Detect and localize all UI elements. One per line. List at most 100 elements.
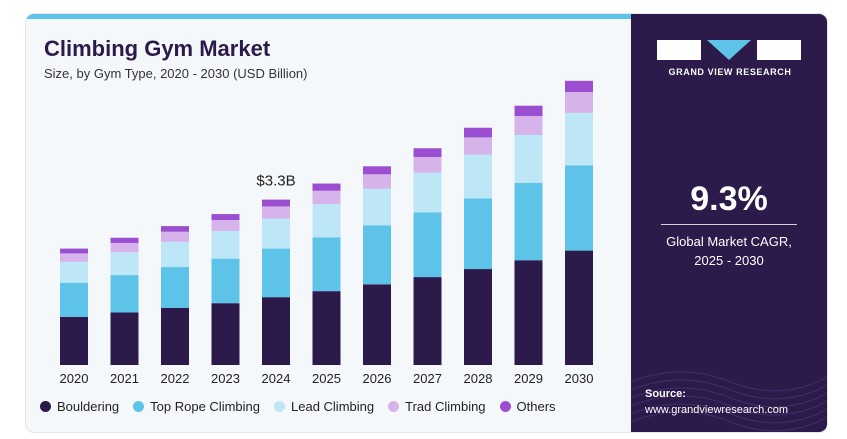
bar-2023-top-rope-climbing xyxy=(211,258,240,304)
bar-2030-bouldering xyxy=(565,250,593,365)
bar-2027-others xyxy=(413,148,442,158)
legend-label: Others xyxy=(516,399,556,414)
source-label: Source: xyxy=(645,388,686,400)
bar-2025-lead-climbing xyxy=(312,204,341,238)
bar-2022-bouldering xyxy=(161,307,189,365)
bar-2030-trad-climbing xyxy=(565,92,593,113)
brand-name: GRAND VIEW RESEARCH xyxy=(668,67,792,77)
source-link[interactable]: www.grandviewresearch.com xyxy=(645,404,789,416)
bar-2021-lead-climbing xyxy=(110,252,139,276)
bar-2025-bouldering xyxy=(312,291,341,365)
bar-2024-top-rope-climbing xyxy=(262,248,290,298)
source-note: Source: www.grandviewresearch.com xyxy=(645,386,788,418)
legend-item: Others xyxy=(499,399,556,414)
bar-2023-trad-climbing xyxy=(211,220,240,231)
legend-item: Top Rope Climbing xyxy=(133,399,260,414)
legend-swatch xyxy=(499,401,511,412)
legend-item: Lead Climbing xyxy=(274,399,374,414)
bar-2029-trad-climbing xyxy=(514,116,543,135)
bar-2029-others xyxy=(514,105,543,117)
x-tick-label: 2023 xyxy=(211,371,240,386)
chart-legend: Bouldering Top Rope Climbing Lead Climbing… xyxy=(40,399,556,414)
bar-2022-top-rope-climbing xyxy=(161,267,189,308)
bar-2029-bouldering xyxy=(514,260,543,365)
stacked-bar-chart: 2020 2021 2022 2023 2024 $3.3B 2025 2026 2027 202… xyxy=(60,80,594,386)
infographic-card: Climbing Gym Market Size, by Gym Type, 2… xyxy=(26,14,827,432)
x-tick-label: 2027 xyxy=(413,371,442,386)
bar-2024-others xyxy=(262,199,290,207)
x-tick-label: 2022 xyxy=(161,371,190,386)
bar-2026-trad-climbing xyxy=(363,174,391,189)
legend-item: Bouldering xyxy=(40,399,119,414)
bar-2021-top-rope-climbing xyxy=(110,275,139,313)
cagr-label-line1: Global Market CAGR, xyxy=(666,234,792,249)
x-tick-label: 2026 xyxy=(363,371,392,386)
chart-panel: Climbing Gym Market Size, by Gym Type, 2… xyxy=(26,14,631,432)
cagr-value: 9.3% xyxy=(690,180,768,218)
legend-label: Trad Climbing xyxy=(405,399,486,414)
bar-2026-bouldering xyxy=(363,284,391,365)
cagr-label: Global Market CAGR, 2025 - 2030 xyxy=(631,232,827,270)
x-tick-label: 2030 xyxy=(565,371,594,386)
bar-2025-trad-climbing xyxy=(312,190,341,205)
stats-panel: GRAND VIEW RESEARCH 9.3% Global Market C… xyxy=(631,14,827,432)
bar-2027-top-rope-climbing xyxy=(413,212,442,278)
x-tick-label: 2021 xyxy=(110,371,139,386)
logo-mark-g xyxy=(657,40,701,60)
bar-2028-trad-climbing xyxy=(464,137,492,155)
bar-2024-lead-climbing xyxy=(262,218,290,249)
bar-2022-trad-climbing xyxy=(161,231,189,242)
decorative-wave xyxy=(631,371,827,432)
bar-2020-others xyxy=(60,248,88,254)
brand-logo: GRAND VIEW RESEARCH xyxy=(657,40,803,77)
accent-bar xyxy=(26,14,631,19)
bar-2029-lead-climbing xyxy=(514,134,543,183)
legend-swatch xyxy=(388,401,400,412)
cagr-divider xyxy=(661,224,797,225)
bar-2025-top-rope-climbing xyxy=(312,237,341,292)
bar-2025-others xyxy=(312,183,341,191)
bar-2030-others xyxy=(565,80,593,93)
legend-label: Top Rope Climbing xyxy=(150,399,260,414)
legend-swatch xyxy=(40,401,51,412)
bar-2020-lead-climbing xyxy=(60,261,88,283)
legend-item: Trad Climbing xyxy=(388,399,486,414)
bar-2022-lead-climbing xyxy=(161,241,189,268)
bar-2026-top-rope-climbing xyxy=(363,225,391,285)
bar-2024-bouldering xyxy=(262,297,290,365)
bar-2027-lead-climbing xyxy=(413,172,442,213)
bar-2027-trad-climbing xyxy=(413,157,442,173)
legend-swatch xyxy=(274,401,285,412)
bar-2027-bouldering xyxy=(413,277,442,365)
x-tick-label: 2028 xyxy=(464,371,493,386)
legend-swatch xyxy=(133,401,145,412)
bar-2022-others xyxy=(161,226,189,232)
legend-label: Bouldering xyxy=(57,399,120,414)
bar-2020-bouldering xyxy=(60,316,88,365)
bar-2023-others xyxy=(211,214,240,221)
bar-2020-top-rope-climbing xyxy=(60,282,88,317)
bar-2030-lead-climbing xyxy=(565,112,593,166)
bar-2021-bouldering xyxy=(110,312,139,365)
bar-2024-trad-climbing xyxy=(262,206,290,219)
bar-2023-bouldering xyxy=(211,303,240,365)
bar-2026-others xyxy=(363,166,391,175)
chart-subtitle: Size, by Gym Type, 2020 - 2030 (USD Bill… xyxy=(44,66,308,81)
bar-2023-lead-climbing xyxy=(211,230,240,259)
logo-mark-v xyxy=(707,40,751,60)
bar-2028-others xyxy=(464,127,492,138)
x-tick-label: 2020 xyxy=(60,371,89,386)
logo-mark-r xyxy=(757,40,801,60)
bar-2029-top-rope-climbing xyxy=(514,182,543,261)
x-tick-label: 2025 xyxy=(312,371,341,386)
bar-2028-top-rope-climbing xyxy=(464,198,492,270)
bar-2021-others xyxy=(110,237,139,243)
bar-2026-lead-climbing xyxy=(363,188,391,226)
bar-2030-top-rope-climbing xyxy=(565,165,593,251)
bar-annotation: $3.3B xyxy=(256,173,295,190)
x-tick-label: 2024 xyxy=(262,371,291,386)
bar-2028-lead-climbing xyxy=(464,154,492,199)
legend-label: Lead Climbing xyxy=(291,399,375,414)
x-tick-label: 2029 xyxy=(514,371,543,386)
bar-2028-bouldering xyxy=(464,269,492,365)
